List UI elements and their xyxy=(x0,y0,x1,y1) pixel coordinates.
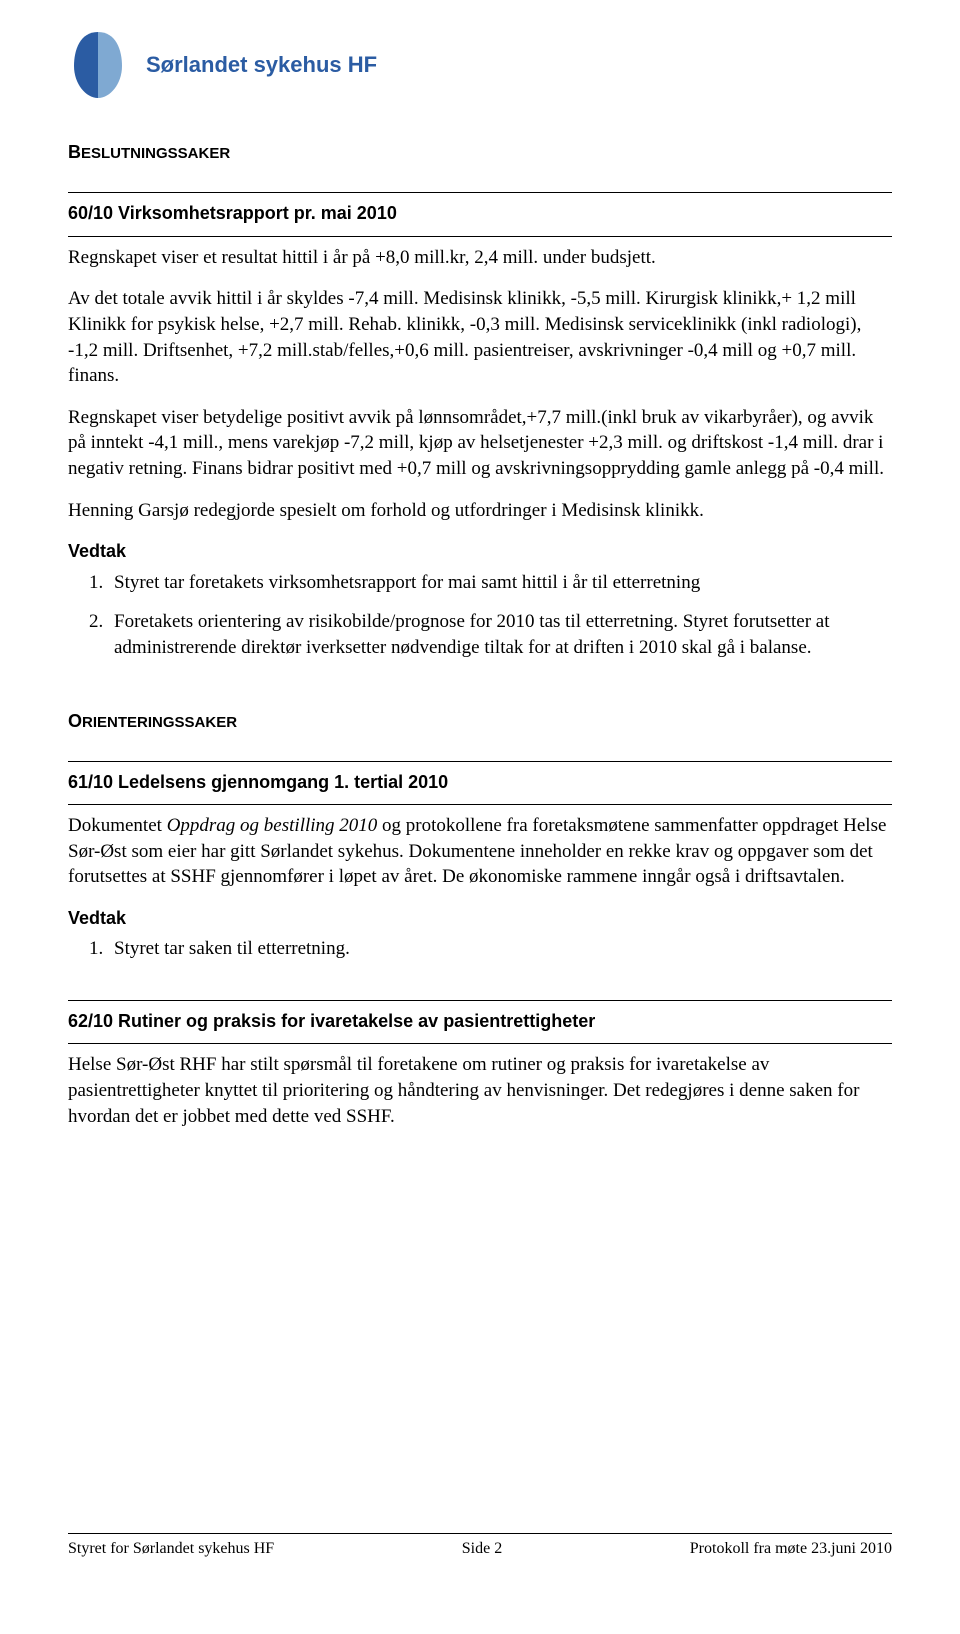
list-item: Styret tar saken til etterretning. xyxy=(108,936,892,962)
hospital-logo-icon xyxy=(68,30,128,100)
case-title-61-10: 61/10 Ledelsens gjennomgang 1. tertial 2… xyxy=(68,770,892,794)
divider xyxy=(68,192,892,193)
paragraph: Regnskapet viser et resultat hittil i år… xyxy=(68,245,892,271)
divider xyxy=(68,236,892,237)
vedtak-heading: Vedtak xyxy=(68,906,892,930)
document-page: Sørlandet sykehus HF BESLUTNINGSSAKER 60… xyxy=(0,0,960,1580)
divider xyxy=(68,1043,892,1044)
paragraph: Henning Garsjø redegjorde spesielt om fo… xyxy=(68,498,892,524)
paragraph: Helse Sør-Øst RHF har stilt spørsmål til… xyxy=(68,1052,892,1129)
section-heading-beslutningssaker: BESLUTNINGSSAKER xyxy=(68,140,892,164)
divider xyxy=(68,804,892,805)
footer-right: Protokoll fra møte 23.juni 2010 xyxy=(690,1538,892,1560)
list-item: Foretakets orientering av risikobilde/pr… xyxy=(108,609,892,660)
heading-initial: B xyxy=(68,142,81,162)
text-run-italic: Oppdrag og bestilling 2010 xyxy=(167,815,378,836)
divider xyxy=(68,761,892,762)
divider xyxy=(68,1000,892,1001)
case-title-62-10: 62/10 Rutiner og praksis for ivaretakels… xyxy=(68,1009,892,1033)
footer-left: Styret for Sørlandet sykehus HF xyxy=(68,1538,274,1560)
vedtak-heading: Vedtak xyxy=(68,539,892,563)
organization-name: Sørlandet sykehus HF xyxy=(146,50,377,80)
page-header: Sørlandet sykehus HF xyxy=(68,30,892,100)
paragraph: Regnskapet viser betydelige positivt avv… xyxy=(68,405,892,482)
heading-rest: RIENTERINGSSAKER xyxy=(82,714,237,731)
footer-center: Side 2 xyxy=(462,1538,502,1560)
vedtak-list: Styret tar saken til etterretning. xyxy=(108,936,892,962)
list-item: Styret tar foretakets virksomhetsrapport… xyxy=(108,570,892,596)
page-footer: Styret for Sørlandet sykehus HF Side 2 P… xyxy=(68,1533,892,1560)
heading-rest: ESLUTNINGSSAKER xyxy=(81,145,230,162)
heading-initial: O xyxy=(68,711,82,731)
section-heading-orienteringssaker: ORIENTERINGSSAKER xyxy=(68,709,892,733)
case-title-60-10: 60/10 Virksomhetsrapport pr. mai 2010 xyxy=(68,201,892,225)
paragraph: Dokumentet Oppdrag og bestilling 2010 og… xyxy=(68,813,892,890)
text-run: Dokumentet xyxy=(68,815,167,836)
paragraph: Av det totale avvik hittil i år skyldes … xyxy=(68,286,892,389)
vedtak-list: Styret tar foretakets virksomhetsrapport… xyxy=(108,570,892,661)
